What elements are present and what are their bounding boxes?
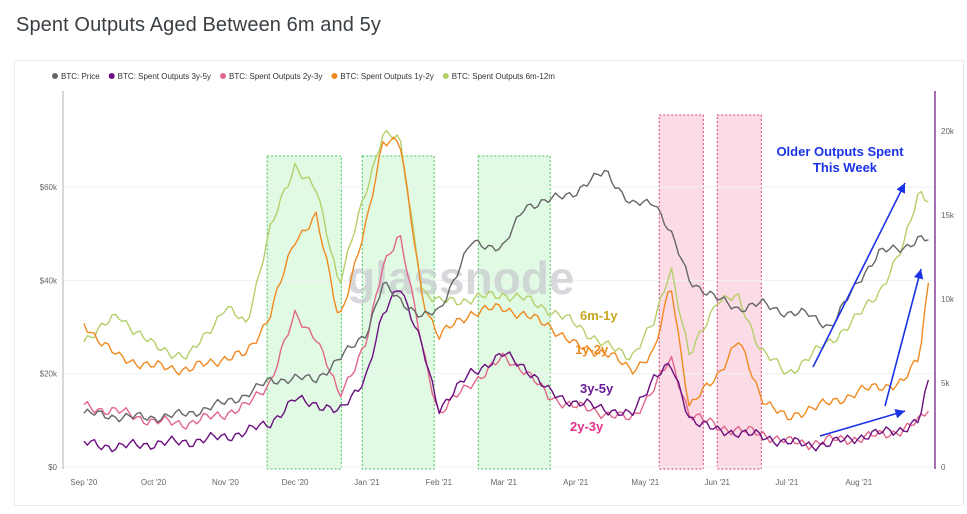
x-tick-label: Oct '20	[141, 478, 167, 487]
page-title: Spent Outputs Aged Between 6m and 5y	[16, 14, 381, 36]
legend: BTC: Price BTC: Spent Outputs 3y-5y BTC: S…	[52, 72, 555, 81]
y-left-tick-label: $40k	[40, 276, 58, 285]
legend-swatch-2	[108, 73, 115, 79]
series-labels: 6m-1y 1y-2y 3y-5y 2y-3y	[570, 308, 618, 434]
series-line-2	[83, 290, 930, 453]
y-right-tick-label: 5k	[941, 379, 950, 388]
legend-swatch-3	[220, 73, 227, 79]
x-tick-label: May '21	[631, 478, 659, 487]
legend-swatch-4	[331, 73, 338, 79]
series-line-5	[83, 129, 929, 375]
y-left-tick-label: $60k	[40, 183, 58, 192]
x-tick-label: Jun '21	[704, 478, 730, 487]
gridlines	[63, 186, 933, 468]
legend-item-3: BTC: Spent Outputs 2y-3y	[229, 72, 322, 81]
annotation-arrow-1	[812, 182, 906, 368]
highlight-region-3	[477, 155, 551, 470]
legend-swatch-1	[52, 73, 58, 79]
x-tick-label: Feb '21	[426, 478, 453, 487]
axes: $0 $20k $40k $60k 0 5k 10k 15k 20k Sep '20 Oct '20…	[40, 91, 955, 487]
series-label-1y-2y: 1y-2y	[575, 342, 609, 357]
chart-svg: glassnode $0$20k$40k$60k05k10k15k20kSep …	[40, 72, 955, 487]
legend-swatch-5	[442, 73, 449, 79]
series-label-3y-5y: 3y-5y	[580, 381, 614, 396]
annotation-arrow-3	[884, 268, 924, 407]
series-label-2y-3y: 2y-3y	[570, 419, 604, 434]
y-right-tick-label: 20k	[941, 127, 955, 136]
x-tick-label: Aug '21	[845, 478, 872, 487]
y-right-tick-label: 0	[941, 463, 946, 472]
chart-panel: glassnode $0 $20k $40k $60k 0 5k 10k 15k 20k Sep …	[14, 60, 964, 506]
y-right-tick-label: 15k	[941, 211, 955, 220]
highlight-region-5	[716, 114, 762, 470]
annotation-line-2: This Week	[813, 160, 878, 175]
legend-item-5: BTC: Spent Outputs 6m-12m	[452, 72, 555, 81]
series-lines	[83, 129, 930, 453]
x-tick-label: Mar '21	[491, 478, 518, 487]
y-left-tick-label: $0	[48, 463, 57, 472]
x-tick-label: Jul '21	[775, 478, 798, 487]
series-line-3	[83, 235, 929, 451]
legend-item-2: BTC: Spent Outputs 3y-5y	[118, 72, 211, 81]
x-tick-label: Jan '21	[354, 478, 380, 487]
y-right-tick-label: 10k	[941, 295, 955, 304]
highlight-regions	[266, 114, 762, 470]
x-tick-label: Apr '21	[563, 478, 589, 487]
highlight-region-4	[658, 114, 704, 470]
annotation-arrow-2	[819, 409, 906, 437]
x-tick-label: Sep '20	[70, 478, 97, 487]
highlight-region-2	[361, 155, 435, 470]
legend-item-1: BTC: Price	[61, 72, 100, 81]
series-line-4	[83, 136, 930, 421]
annotation-line-1: Older Outputs Spent	[776, 144, 904, 159]
x-tick-label: Nov '20	[212, 478, 239, 487]
series-line-1	[83, 169, 929, 423]
y-left-tick-label: $20k	[40, 370, 58, 379]
legend-item-4: BTC: Spent Outputs 1y-2y	[340, 72, 433, 81]
x-tick-label: Dec '20	[282, 478, 309, 487]
series-label-6m-1y: 6m-1y	[580, 308, 618, 323]
highlight-region-1	[266, 155, 342, 470]
